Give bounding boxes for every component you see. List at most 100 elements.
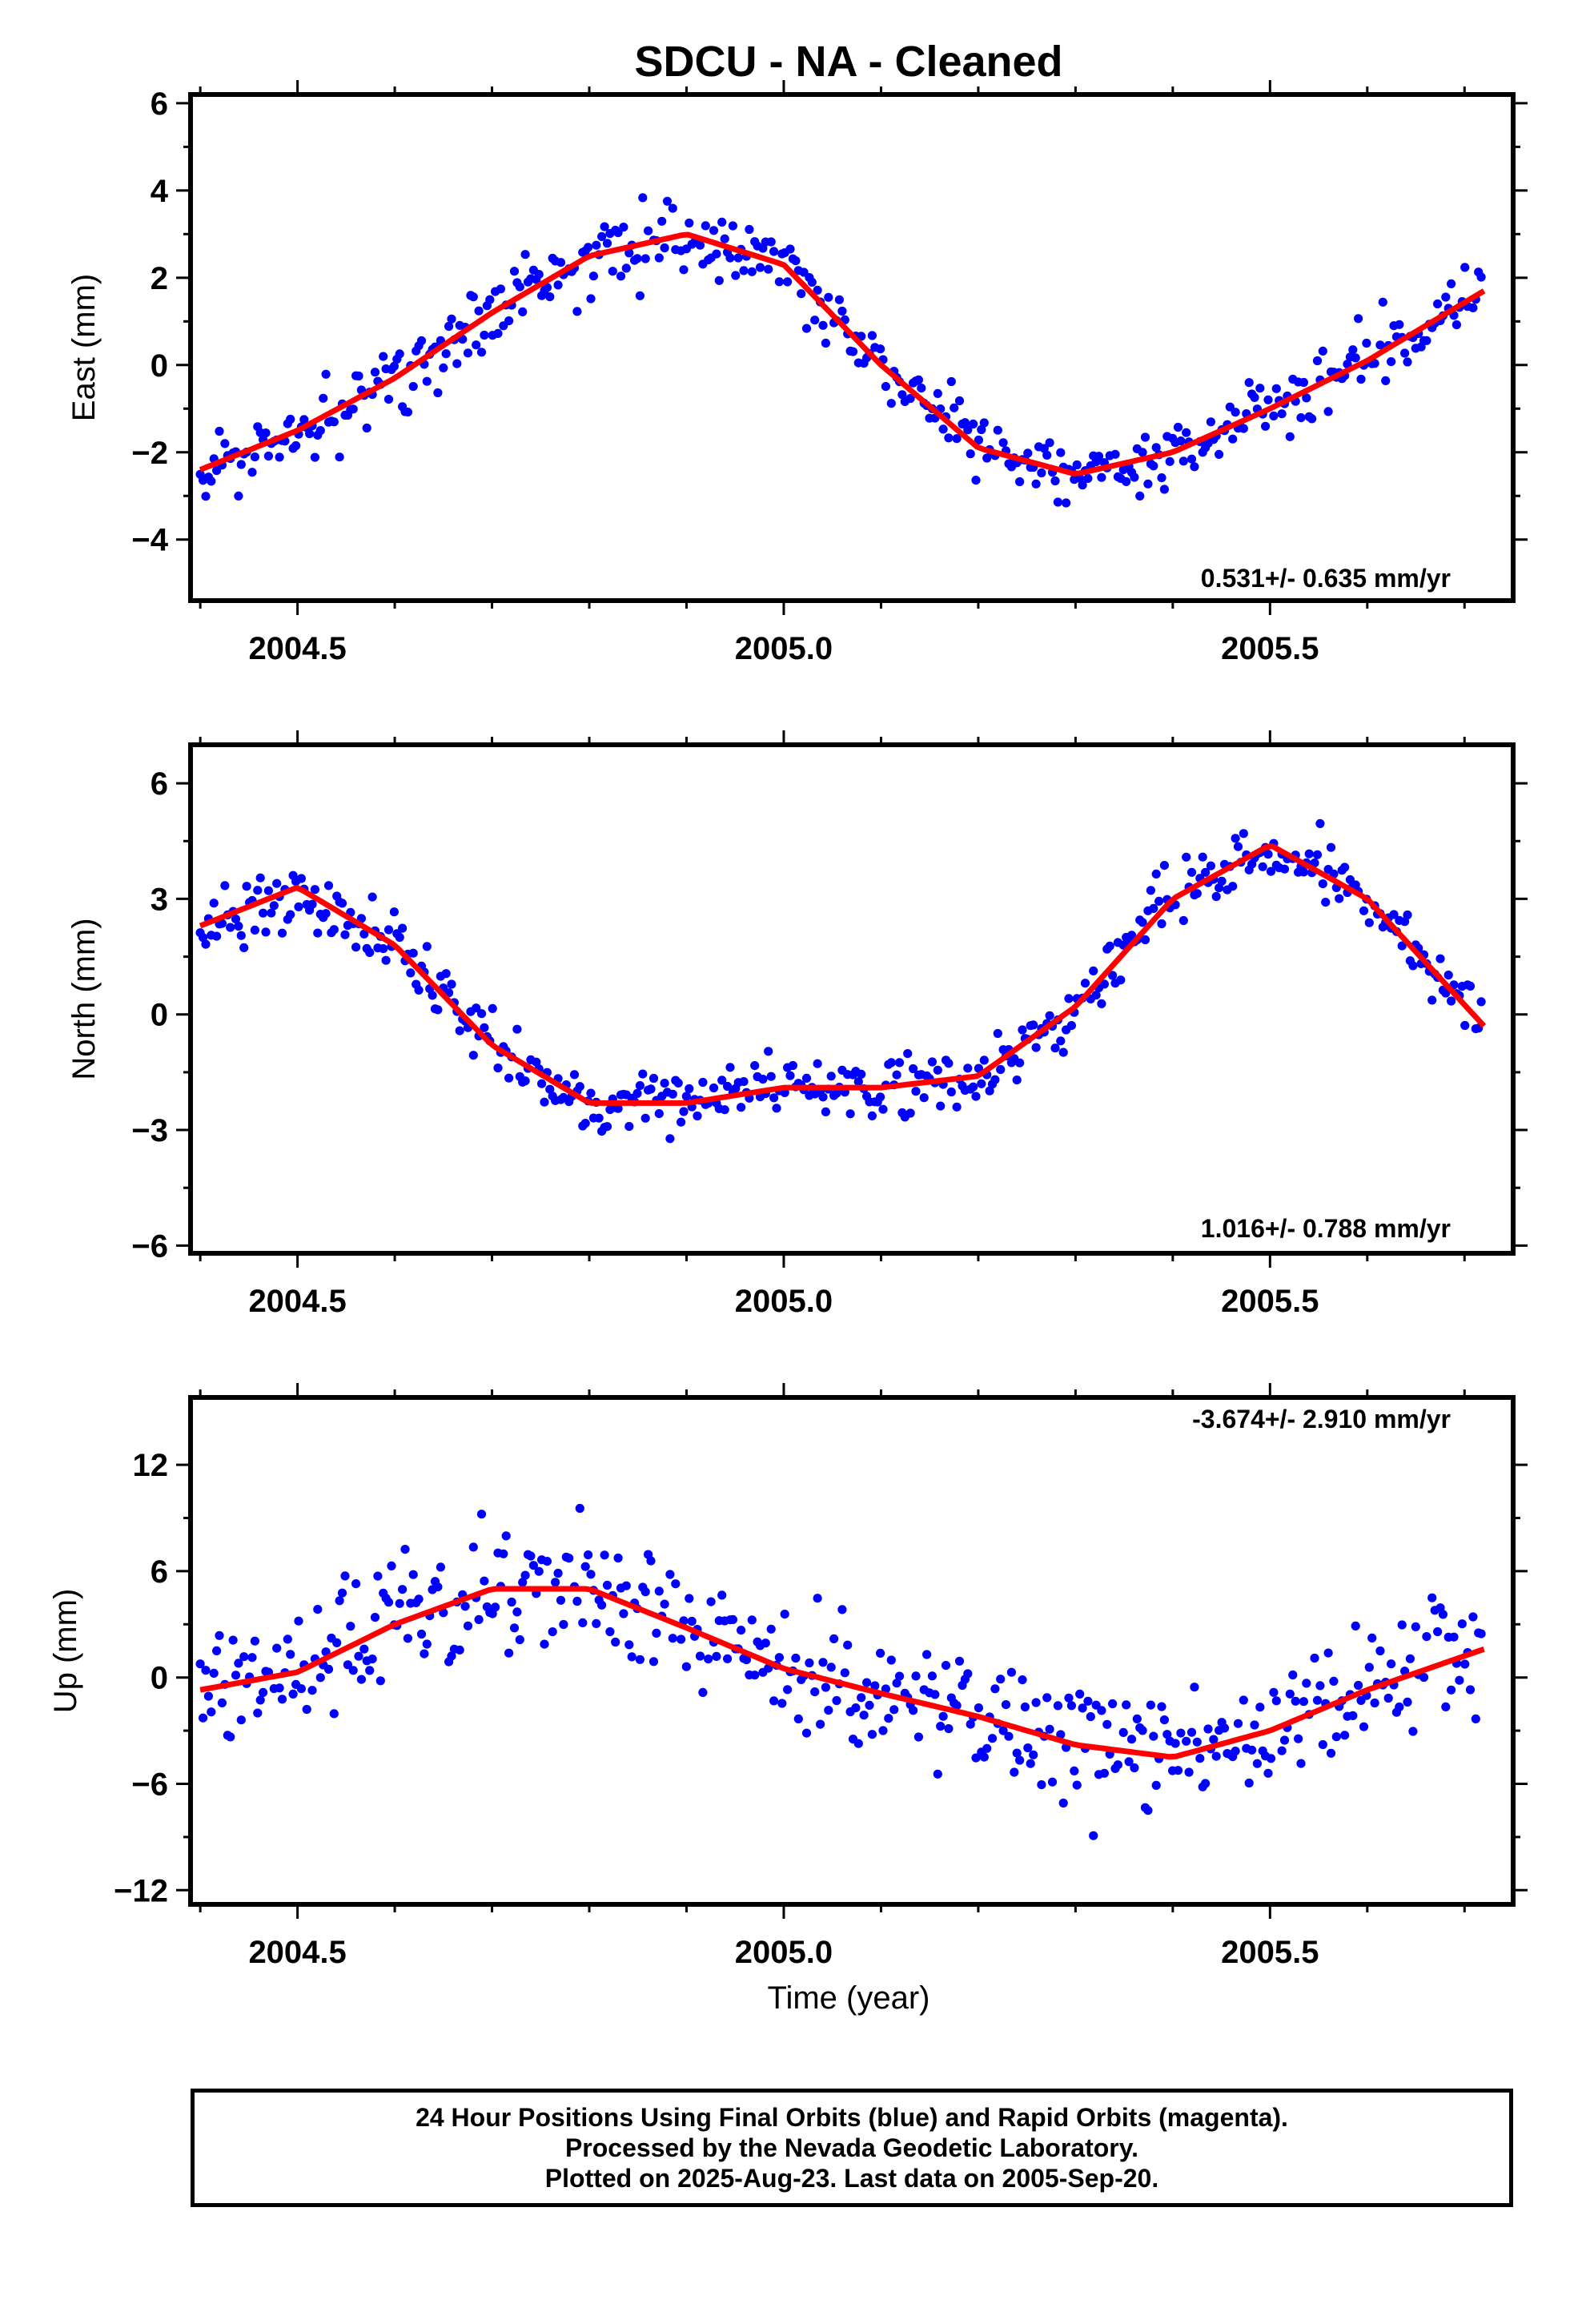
data-point (862, 1678, 872, 1687)
data-point (1176, 1728, 1186, 1738)
data-point (791, 256, 801, 266)
x-tick-label: 2005.0 (735, 631, 833, 666)
data-point (302, 1704, 311, 1715)
data-point (909, 1063, 918, 1074)
data-point (1310, 1653, 1319, 1663)
data-point (586, 1088, 596, 1098)
data-point (737, 1103, 746, 1112)
data-point (551, 1578, 560, 1587)
data-point (1037, 1780, 1046, 1790)
data-point (938, 424, 948, 434)
data-point (518, 1578, 528, 1587)
data-point (1244, 1778, 1254, 1788)
footer-line-3: Plotted on 2025-Aug-23. Last data on 200… (544, 2164, 1159, 2193)
data-point (1460, 263, 1470, 272)
data-point (930, 1690, 940, 1699)
data-point (354, 371, 363, 381)
data-point (528, 1561, 539, 1570)
data-point (433, 388, 443, 398)
data-point (635, 1081, 645, 1091)
data-point (1364, 918, 1374, 927)
data-point (1151, 1780, 1161, 1790)
data-point (826, 1663, 836, 1672)
data-point (474, 306, 484, 316)
data-point (998, 1726, 1008, 1735)
data-point (777, 1699, 787, 1708)
data-point (428, 991, 437, 1000)
data-point (1354, 1680, 1363, 1691)
data-point (1277, 1746, 1287, 1755)
y-axis-label: Up (mm) (48, 1589, 83, 1714)
data-point (1307, 414, 1317, 424)
data-point (575, 1082, 584, 1092)
data-point (640, 1113, 650, 1123)
data-point (608, 267, 617, 276)
data-point (714, 275, 724, 285)
data-point (512, 1024, 522, 1034)
data-point (1387, 1659, 1396, 1669)
data-point (447, 979, 456, 989)
data-point (1162, 1730, 1172, 1739)
data-point (687, 1616, 697, 1626)
data-point (594, 1113, 604, 1123)
data-point (971, 1092, 981, 1101)
y-tick-label: 2 (151, 261, 168, 296)
footer-line-2: Processed by the Nevada Geodetic Laborat… (564, 2133, 1139, 2162)
data-point (1211, 1751, 1221, 1761)
data-point (1239, 1695, 1248, 1705)
data-point (286, 910, 295, 919)
data-point (963, 1669, 973, 1679)
data-point (1263, 395, 1273, 404)
data-point (1023, 1743, 1033, 1753)
data-point (1045, 438, 1054, 448)
data-point (1460, 1020, 1470, 1031)
data-point (1138, 448, 1147, 457)
data-point (1331, 1732, 1341, 1742)
data-point (611, 1637, 620, 1647)
data-point (1299, 1697, 1308, 1707)
data-point (1122, 476, 1131, 487)
data-point (810, 1687, 820, 1697)
data-point (922, 1650, 932, 1659)
data-point (212, 466, 222, 476)
data-point (1389, 910, 1399, 919)
data-point (337, 1588, 347, 1598)
data-point (215, 1630, 224, 1640)
data-point (1318, 879, 1327, 889)
data-point (1018, 1025, 1027, 1035)
data-point (1149, 461, 1158, 471)
data-point (1113, 1760, 1122, 1770)
data-point (1110, 449, 1120, 459)
data-point (946, 1087, 956, 1097)
data-point (1340, 1731, 1350, 1740)
data-point (635, 291, 645, 300)
data-point (406, 968, 416, 978)
data-point (785, 1071, 795, 1080)
data-point (1031, 1043, 1041, 1052)
data-point (1441, 1702, 1451, 1711)
data-point (1299, 867, 1308, 877)
data-point (933, 1769, 942, 1779)
data-point (236, 460, 246, 469)
data-point (627, 1652, 636, 1662)
data-point (1258, 862, 1267, 871)
rate-annotation: 0.531+/- 0.635 mm/yr (1201, 564, 1451, 593)
data-point (1159, 861, 1169, 870)
data-point (1323, 1648, 1333, 1658)
data-point (993, 425, 1002, 435)
data-point (764, 1047, 773, 1056)
data-point (954, 1656, 965, 1666)
x-tick-label: 2005.5 (1221, 1935, 1319, 1970)
data-point (460, 1602, 470, 1611)
data-point (821, 1107, 830, 1116)
data-point (977, 1079, 986, 1088)
data-point (966, 1719, 975, 1729)
data-point (444, 321, 454, 332)
data-point (695, 240, 705, 250)
data-point (231, 1671, 241, 1680)
data-point (1302, 1679, 1311, 1688)
data-point (818, 1092, 828, 1102)
data-point (1004, 1731, 1014, 1741)
data-point (1323, 407, 1333, 416)
data-point (1099, 1768, 1109, 1778)
